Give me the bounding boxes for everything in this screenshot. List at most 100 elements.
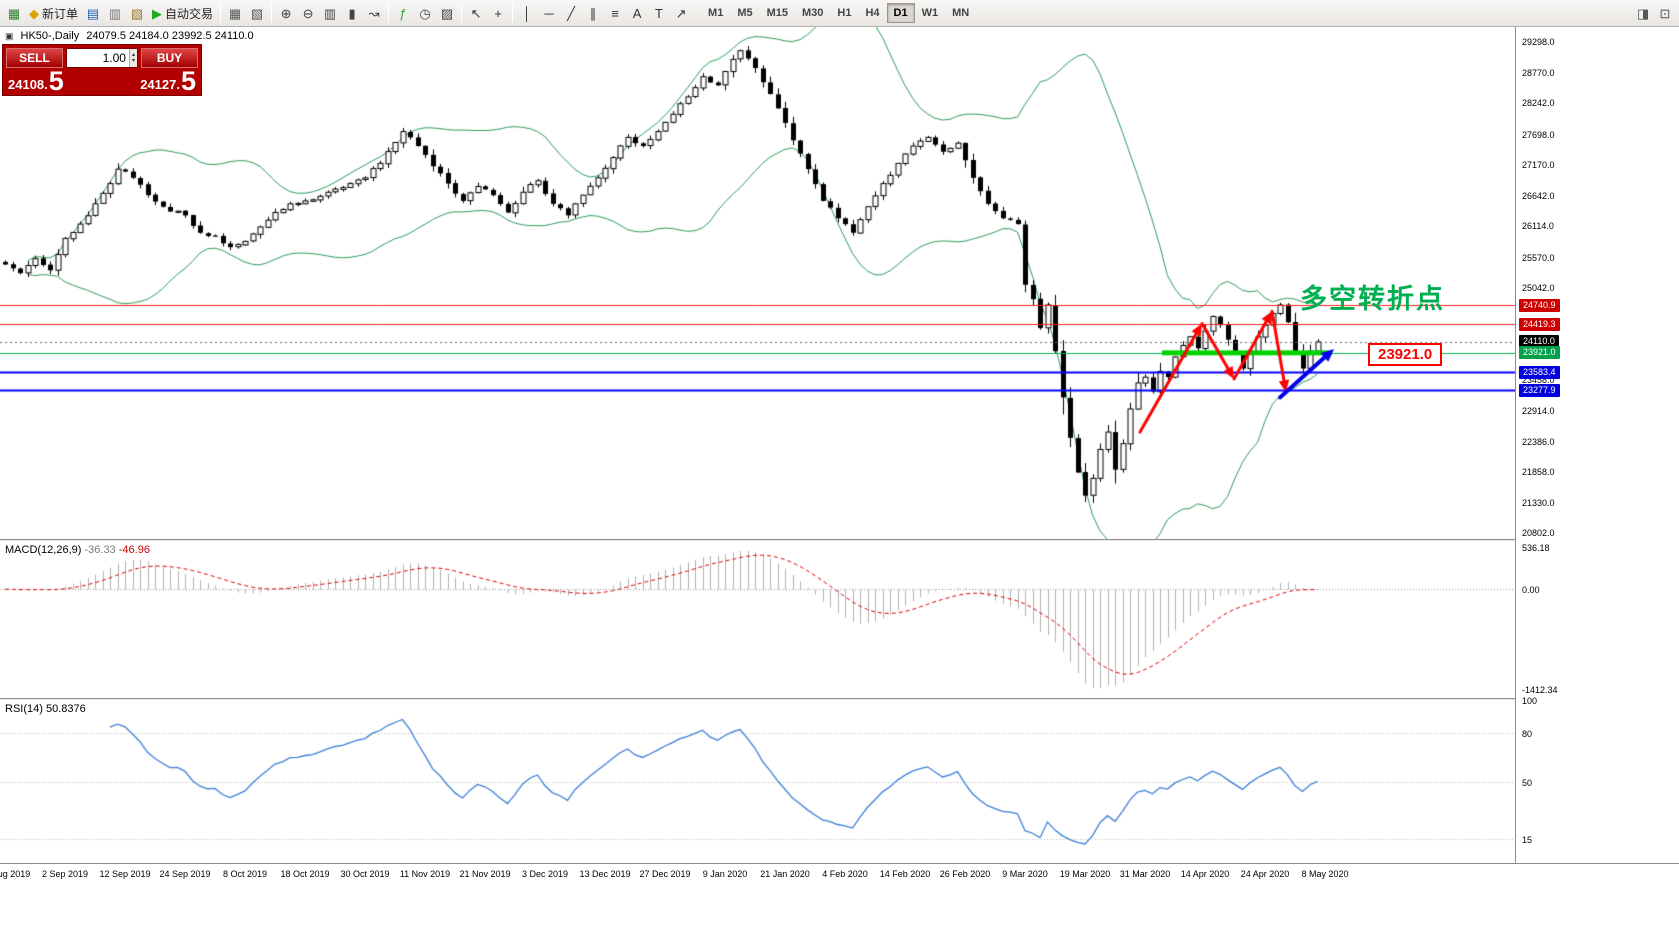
price-badge: 23277.9 — [1519, 383, 1560, 397]
volume-up-button[interactable]: ▴ — [131, 52, 135, 58]
market-watch-button[interactable]: ▤ — [82, 2, 104, 24]
timeframe-m30-button[interactable]: M30 — [802, 7, 824, 19]
vertical-line-button[interactable]: │ — [516, 2, 538, 24]
timeframe-d1-button[interactable]: D1 — [886, 3, 915, 23]
time-axis-label: 27 Dec 2019 — [639, 869, 691, 879]
price-tick: 29298.0 — [1522, 37, 1555, 48]
data-window-icon: ▥ — [108, 5, 122, 21]
new-order-button[interactable]: ◆ 新订单 — [25, 2, 82, 24]
main-chart-canvas[interactable] — [0, 27, 1515, 539]
autotrading-button[interactable]: ▶ 自动交易 — [148, 2, 217, 24]
time-axis-label: 24 Sep 2019 — [159, 869, 211, 879]
cursor-icon: ↖ — [470, 5, 482, 21]
window-expand-button[interactable]: ⊡ — [1654, 2, 1676, 24]
text-label-button[interactable]: T — [648, 2, 670, 24]
navigator-icon: ▧ — [130, 5, 144, 21]
fibonacci-button[interactable]: ≡ — [604, 2, 626, 24]
volume-down-button[interactable]: ▾ — [131, 58, 135, 64]
new-order-label: 新订单 — [42, 6, 79, 21]
tile-windows-icon: ▦ — [228, 5, 242, 21]
price-tick: 27170.0 — [1522, 160, 1555, 171]
text-button[interactable]: A — [626, 2, 648, 24]
toolbar-right-buttons: ◨ ⊡ — [1632, 2, 1676, 24]
time-axis-label: 8 Oct 2019 — [222, 869, 268, 879]
sell-price[interactable]: 24108. 5 — [6, 66, 66, 96]
time-axis-label: 2 Sep 2019 — [41, 869, 89, 879]
templates-button[interactable]: ▨ — [436, 2, 458, 24]
autotrading-label: 自动交易 — [165, 6, 214, 21]
chart-docking-button[interactable]: ◨ — [1632, 2, 1654, 24]
rsi-scale-tick: 100 — [1522, 696, 1538, 706]
time-axis-label: 3 Dec 2019 — [521, 869, 569, 879]
trendline-icon: ╱ — [567, 5, 575, 21]
price-tick: 22386.0 — [1522, 436, 1555, 447]
buy-price-main: 24127. — [140, 77, 180, 93]
navigator-button[interactable]: ▧ — [126, 2, 148, 24]
window-expand-icon: ⊡ — [1659, 5, 1671, 21]
sell-button[interactable]: SELL — [6, 48, 63, 68]
periods-button[interactable]: ◷ — [414, 2, 436, 24]
price-tick: 22914.0 — [1522, 406, 1555, 417]
data-window-button[interactable]: ▥ — [104, 2, 126, 24]
tile-windows-button[interactable]: ▦ — [224, 2, 246, 24]
horizontal-line-icon: ─ — [544, 5, 554, 21]
vertical-line-icon: │ — [522, 5, 532, 21]
time-axis[interactable]: 21 Aug 2019 2 Sep 2019 12 Sep 2019 24 Sep 2… — [0, 863, 1679, 885]
chart-bars-button[interactable]: ▥ — [319, 2, 341, 24]
panel-separator[interactable] — [0, 539, 1679, 541]
chart-candlesticks-button[interactable]: ▮ — [341, 2, 363, 24]
chart-line-button[interactable]: ↝ — [363, 2, 385, 24]
timeframe-w1-button[interactable]: W1 — [921, 7, 939, 19]
timeframe-m1-button[interactable]: M1 — [708, 7, 724, 19]
price-badge: 23921.0 — [1519, 346, 1560, 360]
timeframe-mn-button[interactable]: MN — [952, 7, 970, 19]
toolbar-separator — [512, 4, 514, 22]
crosshair-button[interactable]: + — [487, 2, 509, 24]
time-axis-label: 8 May 2020 — [1301, 869, 1349, 879]
market-watch-icon: ▤ — [86, 5, 100, 21]
buy-button[interactable]: BUY — [141, 48, 198, 68]
autotrading-icon: ▶ — [152, 5, 163, 21]
sell-price-big-digit: 5 — [48, 66, 64, 96]
new-chart-button[interactable]: ▦ — [3, 2, 25, 24]
volume-field: 1.00 ▴ ▾ — [66, 48, 138, 68]
periods-icon: ◷ — [419, 5, 431, 21]
timeframe-m15-button[interactable]: M15 — [766, 7, 788, 19]
price-badge: 24110.0 — [1519, 335, 1559, 349]
zoom-in-button[interactable]: ⊕ — [275, 2, 297, 24]
zoom-in-icon: ⊕ — [280, 5, 292, 21]
price-tick: 21330.0 — [1522, 497, 1555, 508]
time-axis-label: 12 Sep 2019 — [99, 869, 151, 879]
toolbar: ▦ ◆ 新订单 ▤ ▥ ▧ ▶ 自动交易 ▦ ▧ ⊕ ⊖ ▥ ▮ ↝ ƒ ◷ ▨ ↖ + │ ─ ╱ ∥ ≡ A T ↗ M1 M5 M1… — [0, 0, 1679, 27]
price-scale[interactable]: 29298.0 28770.0 28242.0 27698.0 27170.0 26642… — [1515, 27, 1679, 863]
time-axis-label: 14 Feb 2020 — [879, 869, 931, 879]
price-tick: 25570.0 — [1522, 252, 1555, 263]
equidistant-channel-button[interactable]: ∥ — [582, 2, 604, 24]
price-badge: 23583.4 — [1519, 365, 1560, 379]
toolbar-buttons: ▦ ◆ 新订单 ▤ ▥ ▧ ▶ 自动交易 ▦ ▧ ⊕ ⊖ ▥ ▮ ↝ ƒ ◷ ▨ ↖ + │ ─ ╱ ∥ ≡ A T ↗ — [3, 2, 692, 24]
panel-separator[interactable] — [0, 698, 1679, 700]
rsi-canvas[interactable] — [0, 700, 1515, 863]
price-tick: 26642.0 — [1522, 190, 1555, 201]
price-tick: 27698.0 — [1522, 129, 1555, 140]
horizontal-line-button[interactable]: ─ — [538, 2, 560, 24]
buy-price-big-digit: 5 — [180, 66, 196, 96]
trendline-button[interactable]: ╱ — [560, 2, 582, 24]
toolbar-separator — [271, 4, 273, 22]
arrows-button[interactable]: ↗ — [670, 2, 692, 24]
cascade-windows-button[interactable]: ▧ — [246, 2, 268, 24]
volume-input[interactable]: 1.00 — [102, 51, 126, 65]
time-axis-label: 4 Feb 2020 — [822, 869, 868, 879]
macd-canvas[interactable] — [0, 541, 1515, 698]
time-axis-label: 30 Oct 2019 — [340, 869, 390, 879]
timeframe-h1-button[interactable]: H1 — [837, 7, 852, 19]
timeframe-buttons: M1 M5 M15 M30 H1 H4 D1 W1 MN — [701, 3, 976, 23]
timeframe-m5-button[interactable]: M5 — [737, 7, 753, 19]
indicators-button[interactable]: ƒ — [392, 2, 414, 24]
cursor-button[interactable]: ↖ — [465, 2, 487, 24]
one-click-trading-panel: SELL 1.00 ▴ ▾ BUY 24108. 5 24127. 5 — [2, 44, 202, 97]
timeframe-h4-button[interactable]: H4 — [865, 7, 880, 19]
buy-price[interactable]: 24127. 5 — [138, 66, 198, 96]
zoom-out-button[interactable]: ⊖ — [297, 2, 319, 24]
